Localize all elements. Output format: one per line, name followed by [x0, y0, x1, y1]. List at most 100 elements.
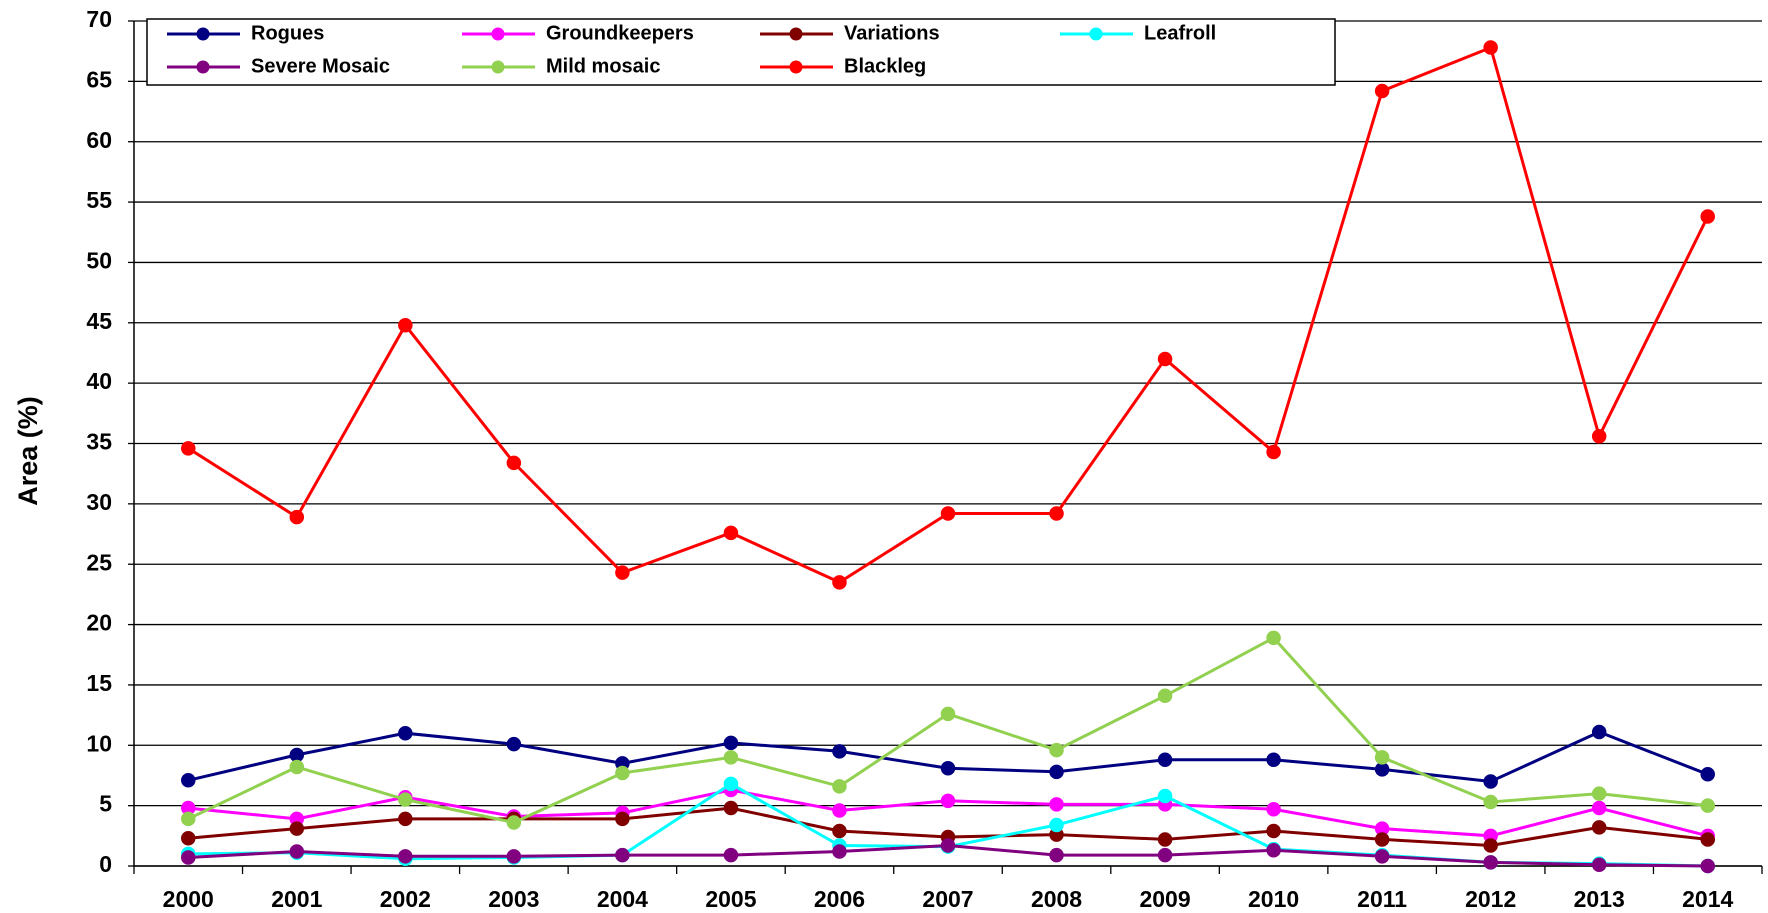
point [615, 847, 630, 863]
point [940, 793, 956, 809]
y-tick-label: 65 [86, 66, 112, 92]
y-tick-label: 55 [86, 187, 112, 213]
x-tick-label: 2013 [1574, 886, 1625, 912]
point [1266, 823, 1281, 839]
y-tick-label: 15 [86, 670, 112, 696]
legend-marker [1089, 27, 1103, 41]
point [506, 455, 522, 471]
x-tick-label: 2008 [1031, 886, 1082, 912]
legend-marker [196, 60, 210, 74]
point [289, 747, 305, 763]
legend-marker [491, 60, 505, 74]
point [398, 811, 413, 827]
point [723, 735, 739, 751]
point [1374, 849, 1390, 864]
legend-marker [789, 60, 803, 74]
point [723, 525, 739, 541]
point [506, 815, 522, 830]
legend-marker [196, 27, 210, 41]
point [832, 844, 847, 859]
point [1157, 832, 1173, 847]
point [1483, 794, 1498, 810]
legend-label: Severe Mosaic [251, 55, 390, 77]
point [832, 779, 847, 794]
point [1591, 724, 1607, 740]
point [1157, 752, 1173, 768]
point [289, 759, 305, 775]
y-tick-label: 35 [86, 429, 112, 455]
y-tick-label: 20 [86, 610, 112, 636]
legend-label: Mild mosaic [546, 55, 660, 77]
point [723, 800, 739, 816]
x-tick-label: 2012 [1465, 886, 1516, 912]
point [398, 792, 413, 807]
point [398, 725, 413, 741]
point [181, 850, 196, 865]
point [1591, 857, 1607, 873]
point [615, 765, 630, 781]
x-tick-label: 2001 [271, 886, 322, 912]
point [723, 776, 739, 792]
x-tick-label: 2006 [814, 886, 865, 912]
point [723, 847, 739, 863]
point [1700, 858, 1715, 874]
legend-label: Groundkeepers [546, 22, 694, 44]
x-tick-label: 2011 [1357, 886, 1407, 912]
point [1700, 832, 1715, 847]
point [181, 830, 196, 846]
point [1700, 209, 1715, 224]
point [615, 811, 630, 827]
point [289, 844, 305, 859]
y-axis-label: Area (%) [13, 396, 43, 506]
point [1049, 847, 1064, 863]
point [1266, 843, 1281, 858]
x-tick-label: 2014 [1682, 886, 1733, 912]
x-tick-label: 2003 [488, 886, 539, 912]
x-tick-label: 2002 [380, 886, 431, 912]
point [1266, 444, 1281, 460]
point [1157, 351, 1173, 367]
legend-label: Variations [844, 22, 940, 44]
point [832, 823, 847, 839]
point [289, 821, 305, 836]
point [723, 750, 739, 765]
y-tick-label: 45 [86, 308, 112, 334]
y-tick-label: 0 [99, 851, 112, 877]
y-tick-label: 5 [99, 791, 112, 817]
point [1049, 742, 1064, 758]
y-tick-label: 10 [86, 730, 112, 756]
point [1700, 767, 1715, 782]
y-tick-label: 70 [86, 6, 112, 32]
point [940, 760, 956, 776]
point [1483, 838, 1498, 853]
point [181, 441, 196, 456]
y-tick-label: 60 [86, 127, 112, 153]
legend-box [146, 18, 1336, 86]
y-tick-label: 40 [86, 368, 112, 394]
point [1591, 800, 1607, 816]
series-line [187, 45, 1710, 585]
point [1483, 855, 1498, 870]
point [1157, 688, 1173, 704]
x-tick-label: 2004 [597, 886, 648, 912]
point [1266, 752, 1281, 768]
point [506, 736, 522, 752]
x-tick-label: 2009 [1139, 886, 1190, 912]
y-tick-label: 50 [86, 248, 112, 274]
point [181, 773, 196, 788]
point [940, 706, 956, 722]
x-tick-label: 2007 [922, 886, 973, 912]
point [1049, 817, 1064, 833]
point [1591, 429, 1607, 444]
point [1591, 786, 1607, 801]
x-tick-label: 2010 [1248, 886, 1299, 912]
point [1483, 40, 1498, 55]
point [940, 506, 956, 521]
point [398, 317, 413, 333]
point [289, 509, 305, 525]
point [181, 811, 196, 827]
point [832, 803, 847, 818]
y-tick-label: 25 [86, 549, 112, 575]
point [832, 575, 847, 590]
